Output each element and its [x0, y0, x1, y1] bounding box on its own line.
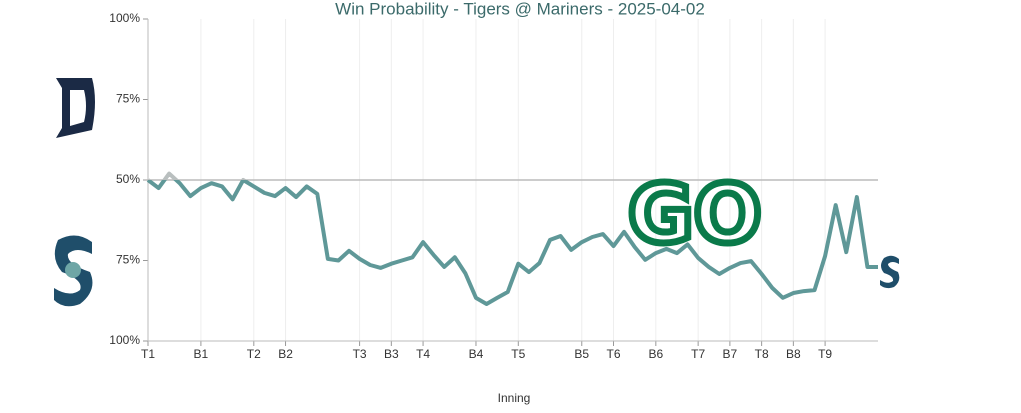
x-tick-label: B4	[469, 347, 484, 361]
x-tick-label: T7	[691, 347, 705, 361]
x-tick-label: T3	[353, 347, 367, 361]
chart-title: Win Probability - Tigers @ Mariners - 20…	[335, 0, 705, 18]
x-tick-label: T2	[247, 347, 261, 361]
y-tick-label: 50%	[116, 172, 140, 186]
mariners-logo-small	[880, 255, 900, 289]
x-tick-label: B6	[648, 347, 663, 361]
x-tick-label: B2	[278, 347, 293, 361]
win-probability-line	[146, 171, 878, 306]
y-tick-label: 75%	[116, 92, 140, 106]
tigers-logo	[56, 78, 95, 138]
x-tick-label: T6	[606, 347, 620, 361]
y-tick-label: 75%	[116, 253, 140, 267]
y-tick-label: 100%	[109, 11, 140, 25]
x-tick-label: B1	[194, 347, 209, 361]
x-tick-label: T8	[755, 347, 769, 361]
x-tick-label: B3	[384, 347, 399, 361]
y-tick-label: 100%	[109, 333, 140, 347]
mariners-logo	[54, 235, 93, 307]
x-axis-label: Inning	[498, 391, 531, 405]
x-tick-label: B7	[723, 347, 738, 361]
x-tick-label: T5	[511, 347, 525, 361]
x-tick-label: B5	[574, 347, 589, 361]
annotation: GO	[628, 168, 762, 261]
x-tick-label: T1	[141, 347, 155, 361]
x-tick-label: B8	[786, 347, 801, 361]
x-tick-label: T4	[416, 347, 430, 361]
x-tick-label: T9	[818, 347, 832, 361]
